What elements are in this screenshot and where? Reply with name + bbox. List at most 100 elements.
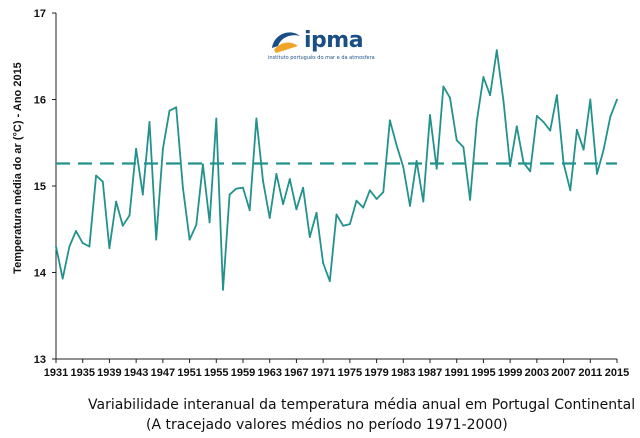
- data-point: [168, 109, 171, 112]
- x-tick-label: 1975: [338, 367, 362, 379]
- data-point: [449, 96, 451, 99]
- data-point: [602, 148, 605, 151]
- data-point: [135, 147, 138, 150]
- x-tick-label: 1935: [70, 367, 94, 379]
- data-point: [141, 193, 144, 196]
- chart-subtitle: (A tracejado valores médios no período 1…: [146, 417, 508, 433]
- data-point: [315, 211, 318, 214]
- data-point: [88, 245, 91, 248]
- data-point: [529, 170, 532, 173]
- x-tick-label: 2007: [551, 367, 575, 379]
- data-point: [148, 121, 151, 123]
- data-point: [68, 245, 71, 248]
- data-point: [355, 199, 358, 202]
- data-point: [61, 277, 64, 280]
- data-point: [542, 121, 545, 123]
- data-point: [81, 242, 84, 244]
- data-point: [569, 189, 572, 192]
- data-point: [535, 115, 538, 117]
- x-tick-label: 1967: [284, 367, 308, 379]
- data-point: [161, 147, 164, 150]
- data-point: [389, 119, 391, 122]
- data-point: [328, 280, 331, 283]
- data-point: [409, 204, 411, 207]
- data-point: [402, 166, 405, 168]
- data-point: [295, 208, 298, 211]
- data-point: [208, 221, 211, 224]
- x-tick-label: 1999: [498, 367, 522, 379]
- data-point: [248, 209, 251, 212]
- data-point: [215, 117, 218, 120]
- x-tick-label: 2003: [525, 367, 549, 379]
- data-point: [475, 120, 478, 123]
- data-point: [235, 187, 238, 190]
- data-point: [155, 238, 158, 241]
- x-tick-label: 1995: [471, 367, 495, 379]
- x-tick-label: 1943: [124, 367, 148, 379]
- data-point: [308, 236, 311, 238]
- x-tick-label: 2015: [605, 367, 629, 379]
- x-tick-label: 1959: [231, 367, 255, 379]
- data-point: [368, 189, 371, 192]
- data-point: [322, 262, 325, 264]
- data-point: [242, 186, 244, 189]
- x-tick-label: 1947: [151, 367, 175, 379]
- data-point: [195, 224, 198, 226]
- annual-temperature-line: [55, 49, 618, 291]
- data-point: [489, 94, 492, 97]
- temperature-series: [55, 49, 618, 291]
- data-point: [576, 128, 578, 131]
- data-point: [95, 174, 97, 177]
- data-point: [202, 163, 204, 166]
- data-point: [362, 206, 365, 209]
- data-point: [375, 198, 378, 200]
- data-point: [101, 180, 104, 183]
- x-tick-label: 1979: [364, 367, 388, 379]
- data-point: [128, 214, 131, 217]
- x-tick-label: 2011: [578, 367, 602, 379]
- data-point: [495, 49, 498, 52]
- data-point: [609, 115, 612, 118]
- data-point: [288, 178, 291, 180]
- data-point: [515, 125, 518, 128]
- y-axis-label: Temperatura média do ar (°C) - Ano 2015: [12, 62, 24, 274]
- data-point: [255, 117, 258, 120]
- x-tick-label: 1971: [311, 367, 335, 379]
- data-point: [422, 200, 425, 203]
- data-point: [482, 76, 485, 78]
- data-point: [335, 213, 338, 216]
- data-point: [222, 288, 224, 291]
- data-point: [275, 172, 278, 175]
- data-point: [342, 224, 345, 227]
- x-tick-label: 1955: [204, 367, 228, 379]
- data-point: [175, 106, 178, 109]
- data-point: [108, 247, 111, 250]
- data-point: [228, 193, 231, 196]
- data-point: [589, 98, 592, 101]
- data-point: [415, 160, 418, 162]
- x-tick-label: 1963: [257, 367, 281, 379]
- data-point: [616, 98, 618, 101]
- y-tick-label: 13: [34, 354, 46, 366]
- ipma-swoosh-icon: [272, 32, 300, 53]
- data-point: [522, 161, 525, 164]
- data-point: [596, 172, 598, 175]
- chart-title: Variabilidade interanual da temperatura …: [88, 397, 636, 413]
- data-point: [262, 179, 264, 182]
- data-point: [382, 191, 385, 193]
- data-point: [509, 165, 512, 168]
- data-point: [582, 148, 585, 151]
- data-point: [188, 238, 191, 241]
- data-point: [181, 186, 184, 189]
- data-point: [502, 100, 505, 103]
- x-tick-label: 1991: [444, 367, 468, 379]
- x-tick-labels: 1931 1935 1939 1943 1947 1951 1955 1959 1963 1967…: [44, 359, 629, 379]
- x-tick-label: 1931: [44, 367, 68, 379]
- data-point: [435, 167, 438, 170]
- y-tick-label: 15: [34, 181, 46, 193]
- x-tick-label: 1983: [391, 367, 415, 379]
- data-point: [395, 144, 398, 147]
- data-point: [55, 245, 57, 248]
- logo-tagline: instituto português do mar e da atmosfer…: [268, 55, 375, 61]
- y-tick-labels: 13 14 15 16 17: [34, 8, 56, 366]
